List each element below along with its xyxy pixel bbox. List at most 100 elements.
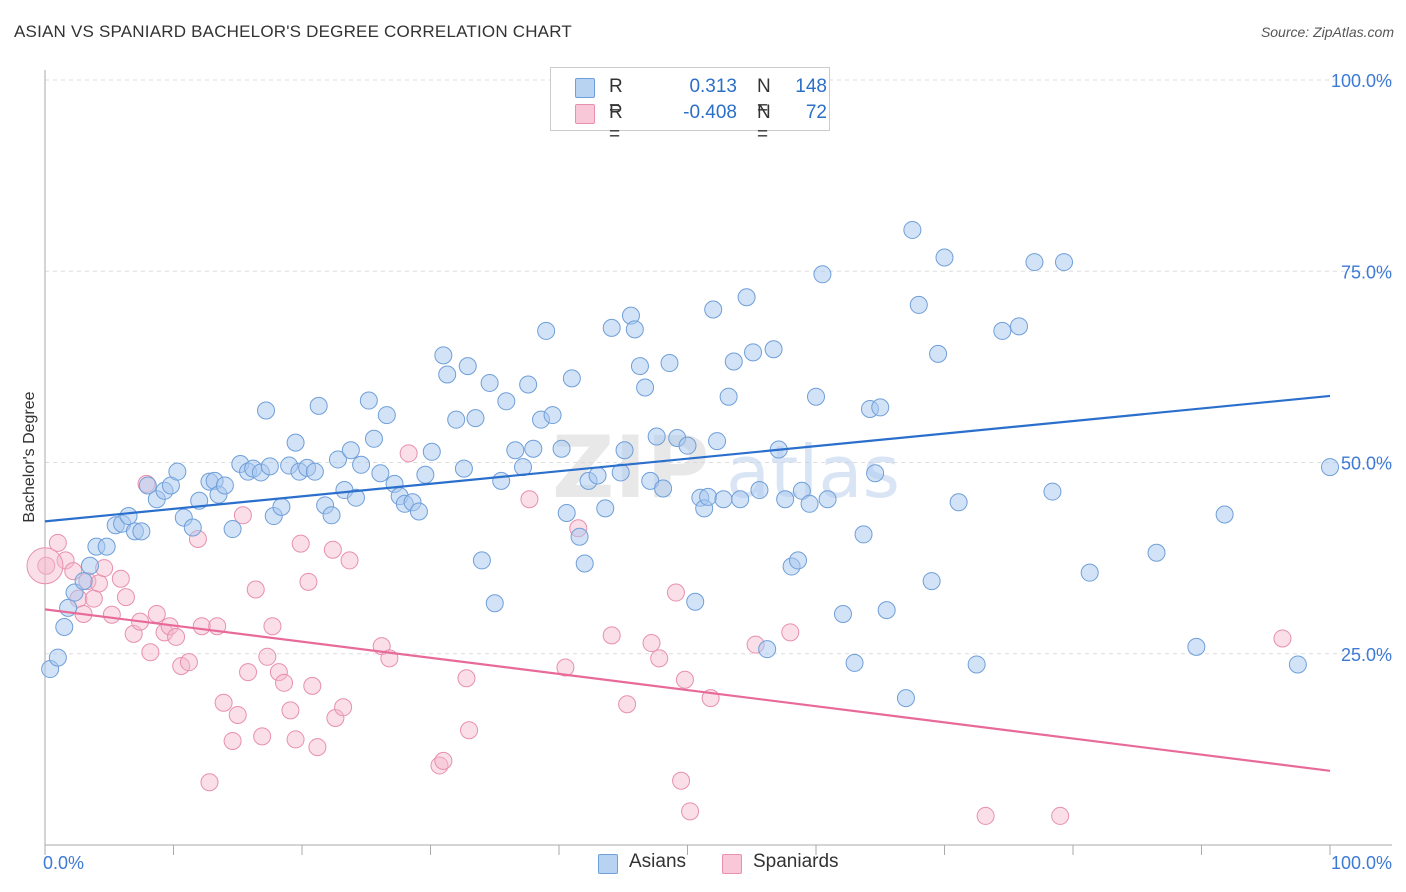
- asian-point: [1043, 482, 1062, 501]
- asian-point: [416, 465, 435, 484]
- spaniard-point: [303, 676, 322, 695]
- spaniard-point: [781, 623, 800, 642]
- spaniard-point: [457, 669, 476, 688]
- asian-point: [1080, 563, 1099, 582]
- asian-point: [967, 655, 986, 674]
- spaniard-point: [666, 583, 685, 602]
- asian-point: [132, 522, 151, 541]
- asian-point: [833, 604, 852, 623]
- asian-point: [630, 357, 649, 376]
- asian-point: [1187, 637, 1206, 656]
- asian-point: [678, 436, 697, 455]
- spaniard-point: [556, 658, 575, 677]
- asian-point: [497, 392, 516, 411]
- asian-point: [854, 525, 873, 544]
- asian-point: [602, 318, 621, 337]
- y-tick-label: 50.0%: [1341, 454, 1392, 474]
- asian-point: [364, 429, 383, 448]
- asian-point: [719, 387, 738, 406]
- spaniard-point: [84, 589, 103, 608]
- asian-point: [552, 439, 571, 458]
- watermark-zip: ZIP: [552, 418, 709, 518]
- asian-point: [750, 481, 769, 500]
- asian-point: [818, 490, 837, 509]
- spaniard-point: [520, 490, 539, 509]
- asian-point: [480, 373, 499, 392]
- grid-lines: [45, 79, 1392, 655]
- asian-point: [807, 387, 825, 406]
- asian-point: [877, 601, 896, 620]
- asian-point: [570, 527, 589, 546]
- spaniard-point: [233, 506, 252, 525]
- legend-r-label: R =: [609, 102, 623, 145]
- asian-point: [438, 365, 457, 384]
- asian-point: [699, 487, 718, 506]
- asian-point: [359, 391, 378, 410]
- asian-point: [80, 556, 99, 575]
- asian-point: [922, 572, 941, 591]
- bottom-legend-swatch-spaniards: [722, 854, 742, 874]
- legend-n-label: N =: [757, 76, 771, 119]
- legend-r-value: 0.313: [689, 76, 737, 97]
- asian-point: [704, 300, 723, 319]
- asian-point: [588, 466, 607, 485]
- asian-point: [758, 640, 777, 659]
- asian-point: [328, 450, 347, 469]
- asian-point: [1055, 253, 1074, 272]
- asian-point: [909, 295, 928, 314]
- asian-point: [74, 572, 93, 591]
- spaniard-point: [179, 653, 198, 672]
- asian-point: [654, 479, 673, 498]
- asian-point: [660, 354, 679, 373]
- spaniard-point: [37, 556, 56, 575]
- spaniard-point: [214, 693, 233, 712]
- asian-point: [1025, 253, 1044, 272]
- spaniard-point: [116, 588, 135, 607]
- asian-point: [492, 471, 511, 490]
- asian-point: [485, 594, 504, 613]
- asian-point: [708, 432, 727, 451]
- asian-point: [215, 476, 234, 495]
- asian-point: [543, 406, 562, 425]
- spaniard-point: [618, 695, 637, 714]
- asian-point: [871, 398, 890, 417]
- y-axis-label: Bachelor's Degree: [21, 391, 38, 522]
- spaniard-point: [323, 540, 342, 559]
- spaniard-point: [675, 670, 694, 689]
- asian-point: [514, 458, 533, 477]
- spaniard-point: [102, 605, 121, 624]
- asian-point: [686, 592, 705, 611]
- chart-source: Source: ZipAtlas.com: [1260, 24, 1394, 40]
- correlation-legend: R = 0.313 N = 148 R = -0.408 N = 72: [550, 67, 830, 145]
- asian-point: [537, 321, 556, 340]
- spaniard-point: [48, 533, 67, 552]
- legend-n-value: 72: [805, 102, 827, 123]
- asian-point: [896, 689, 915, 708]
- asian-point: [371, 464, 390, 483]
- asian-point: [138, 476, 157, 495]
- legend-n-label: N =: [757, 102, 771, 145]
- bottom-legend-label-asians: Asians: [629, 851, 687, 872]
- spaniard-point: [281, 701, 300, 720]
- spaniard-point: [147, 604, 166, 623]
- asian-point: [789, 551, 808, 570]
- x-tick-label: 100.0%: [1331, 853, 1392, 873]
- spaniard-point: [223, 731, 242, 750]
- spaniard-point: [269, 663, 288, 682]
- trend-lines: [44, 394, 1331, 772]
- legend-swatch-spaniards: [575, 104, 595, 124]
- bottom-legend-label-spaniards: Spaniards: [753, 851, 839, 872]
- asian-point: [949, 493, 968, 512]
- asian-point: [596, 499, 615, 518]
- spaniard-point: [299, 572, 318, 591]
- asian-point: [724, 352, 743, 371]
- asian-point: [714, 490, 733, 509]
- spaniard-point: [258, 647, 277, 666]
- asian-point: [272, 497, 291, 516]
- axes: [44, 70, 1392, 855]
- asian-point: [903, 220, 922, 239]
- asian-point: [866, 464, 885, 483]
- spaniard-point: [460, 721, 479, 740]
- asian-point: [341, 441, 360, 460]
